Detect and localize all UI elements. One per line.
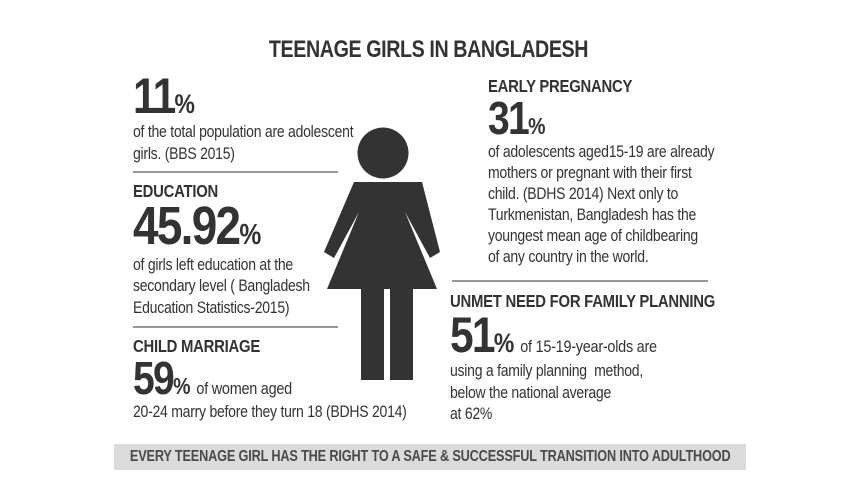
- bottom-banner-text: EVERY TEENAGE GIRL HAS THE RIGHT TO A SA…: [129, 448, 731, 465]
- stat-family-planning-description: using a family planning method, below th…: [450, 362, 643, 423]
- stat-child-marriage-value-row: 59% of women aged: [133, 352, 292, 404]
- stat-education-section: EDUCATION 45.92% of girls left education…: [133, 181, 310, 319]
- stat-early-pregnancy-description: of adolescents aged15-19 are already mot…: [488, 143, 715, 267]
- stat-population-value: 11%: [133, 68, 195, 124]
- woman-silhouette-svg: [324, 127, 440, 380]
- divider-line: [452, 280, 708, 282]
- page-title: TEENAGE GIRLS IN BANGLADESH: [268, 36, 589, 63]
- stat-education-heading: EDUCATION: [133, 181, 219, 201]
- stat-child-marriage-description: 20-24 marry before they turn 18 (BDHS 20…: [133, 403, 407, 422]
- stat-education-description: of girls left education at the secondary…: [133, 255, 310, 317]
- stat-early-pregnancy-value: 31%: [488, 92, 546, 144]
- stat-population-section: 11% of the total population are adolesce…: [133, 68, 354, 165]
- stat-family-planning-value: 51%: [450, 307, 515, 363]
- stat-family-planning-section: UNMET NEED FOR FAMILY PLANNING 51% of 15…: [450, 291, 715, 426]
- stat-family-planning-value-row: 51% of 15-19-year-olds are: [450, 307, 657, 363]
- divider-line: [133, 326, 338, 328]
- stat-child-marriage-heading: CHILD MARRIAGE: [133, 336, 260, 356]
- woman-silhouette-icon: [322, 126, 442, 380]
- stat-education-value: 45.92%: [133, 196, 262, 256]
- stat-early-pregnancy-section: EARLY PREGNANCY 31% of adolescents aged1…: [488, 76, 715, 268]
- stat-early-pregnancy-heading: EARLY PREGNANCY: [488, 76, 633, 96]
- bottom-banner: EVERY TEENAGE GIRL HAS THE RIGHT TO A SA…: [114, 444, 746, 470]
- stat-family-planning-heading: UNMET NEED FOR FAMILY PLANNING: [450, 291, 716, 311]
- stat-child-marriage-section: CHILD MARRIAGE 59% of women aged 20-24 m…: [133, 336, 407, 424]
- divider-line: [133, 171, 338, 173]
- stat-population-description: of the total population are adolescent g…: [133, 123, 354, 163]
- stat-child-marriage-value: 59%: [133, 352, 191, 404]
